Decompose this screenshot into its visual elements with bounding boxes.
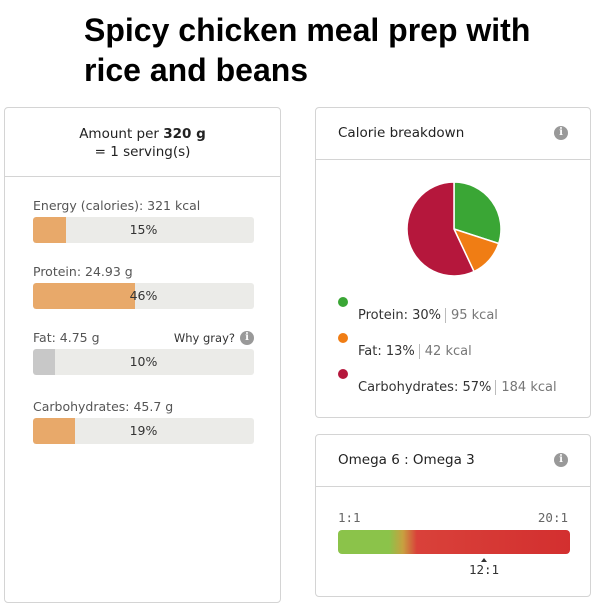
omega-header: Omega 6 : Omega 3 i (316, 435, 590, 487)
amount-weight: 320 g (163, 126, 206, 142)
nutrient-label: Fat: 4.75 g (33, 330, 100, 345)
nutrient-bar-fill (33, 349, 56, 375)
amount-prefix: Amount per (79, 126, 159, 142)
nutrient-fat: Fat: 4.75 g Why gray? i 10% (33, 329, 254, 375)
nutrient-bar-fill (33, 418, 75, 444)
legend-dot (338, 369, 348, 379)
calorie-breakdown-header: Calorie breakdown i (316, 108, 590, 160)
nutrient-bar-fill (33, 217, 67, 243)
amount-header: Amount per 320 g = 1 serving(s) (5, 108, 280, 177)
omega-min-label: 1:1 (338, 510, 361, 525)
nutrient-bar: 46% (33, 283, 254, 309)
pie-slice (406, 181, 476, 277)
pie-slice (453, 181, 502, 245)
legend-label: Protein: 30% (358, 308, 441, 323)
legend-kcal: 42 kcal (418, 344, 472, 359)
nutrient-percent: 19% (129, 423, 158, 438)
nutrient-percent: 15% (129, 222, 158, 237)
nutrient-percent: 46% (129, 288, 158, 303)
nutrient-bar: 15% (33, 217, 254, 243)
why-gray-link[interactable]: Why gray? i (174, 329, 254, 347)
info-icon[interactable]: i (240, 331, 254, 345)
info-icon[interactable]: i (554, 453, 568, 467)
legend-kcal: 184 kcal (495, 380, 557, 395)
nutrient-carbohydrates: Carbohydrates: 45.7 g 19% (33, 398, 254, 444)
amount-serving: = 1 serving(s) (94, 144, 191, 160)
nutrient-bar: 19% (33, 418, 254, 444)
calorie-pie-chart (406, 181, 502, 277)
omega-current-marker: 12:1 (464, 558, 504, 577)
nutrition-card: Amount per 320 g = 1 serving(s) Energy (… (4, 107, 281, 603)
legend-dot (338, 297, 348, 307)
calorie-breakdown-title: Calorie breakdown (338, 125, 465, 141)
info-icon[interactable]: i (554, 126, 568, 140)
nutrient-label: Protein: 24.93 g (33, 264, 133, 279)
nutrient-energy: Energy (calories): 321 kcal 15% (33, 197, 254, 243)
legend-dot (338, 333, 348, 343)
omega-ratio-card: Omega 6 : Omega 3 i 1:1 20:1 12:1 (315, 434, 591, 597)
why-gray-label[interactable]: Why gray? (173, 331, 235, 345)
nutrient-bar-fill (33, 283, 135, 309)
nutrient-label-row: Fat: 4.75 g Why gray? i (33, 329, 254, 347)
nutrient-bar: 10% (33, 349, 254, 375)
page-title: Spicy chicken meal prep with rice and be… (84, 12, 531, 88)
legend-label: Fat: 13% (358, 344, 415, 359)
nutrient-label: Energy (calories): 321 kcal (33, 198, 201, 213)
marker-arrow-icon (481, 558, 487, 562)
omega-current-label: 12:1 (468, 562, 500, 577)
omega-max-label: 20:1 (537, 510, 568, 525)
nutrient-label: Carbohydrates: 45.7 g (33, 399, 174, 414)
nutrient-percent: 10% (129, 354, 158, 369)
calorie-breakdown-card: Calorie breakdown i Protein: 30% 95 kcal … (315, 107, 591, 418)
omega-title: Omega 6 : Omega 3 (338, 452, 475, 468)
omega-gradient-bar (338, 530, 570, 554)
legend-label: Carbohydrates: 57% (358, 380, 492, 395)
legend-kcal: 95 kcal (444, 308, 498, 323)
nutrient-protein: Protein: 24.93 g 46% (33, 263, 254, 309)
